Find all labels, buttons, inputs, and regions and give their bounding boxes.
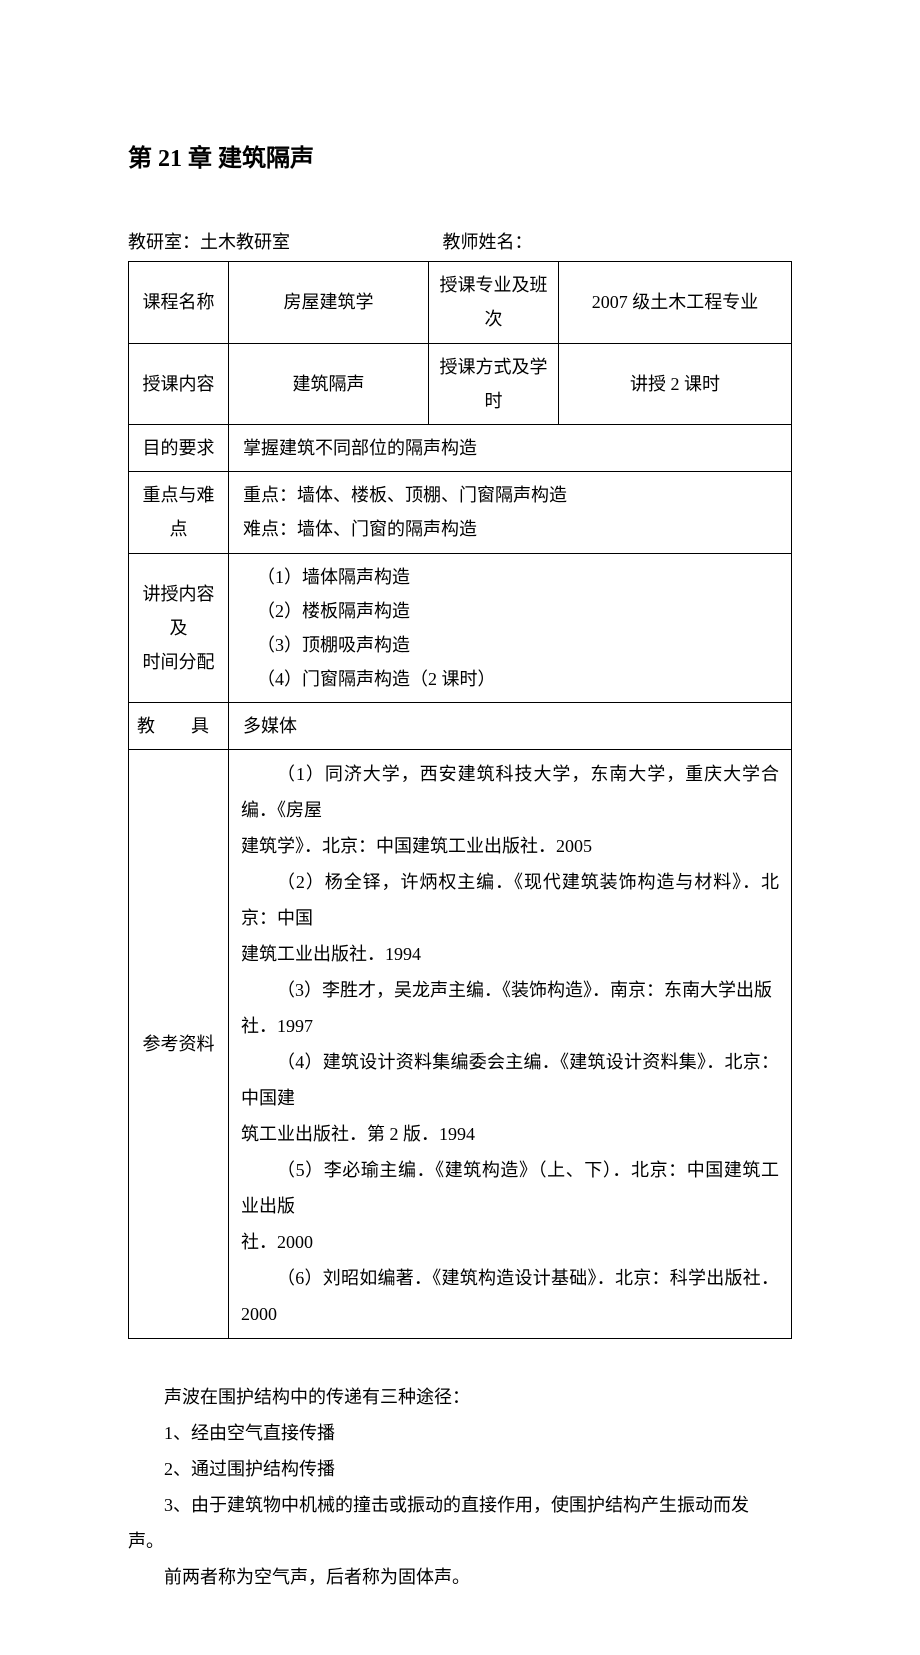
- table-row: 教具 多媒体: [129, 703, 792, 750]
- tool-label-text: 教具: [137, 716, 245, 736]
- body-paragraph: 3、由于建筑物中机械的撞击或振动的直接作用，使围护结构产生振动而发: [128, 1487, 792, 1523]
- table-row: 重点与难点 重点：墙体、楼板、顶棚、门窗隔声构造 难点：墙体、门窗的隔声构造: [129, 472, 792, 553]
- table-row: 参考资料 （1）同济大学，西安建筑科技大学，东南大学，重庆大学合编．《房屋 建筑…: [129, 750, 792, 1339]
- tool-value: 多媒体: [229, 703, 792, 750]
- keypoints-line: 难点：墙体、门窗的隔声构造: [243, 512, 783, 546]
- body-paragraph: 1、经由空气直接传播: [128, 1415, 792, 1451]
- content-value: 建筑隔声: [229, 343, 429, 424]
- meta-line: 教研室：土木教研室 教师姓名：: [128, 228, 792, 257]
- purpose-value: 掌握建筑不同部位的隔声构造: [229, 424, 792, 471]
- course-name-value: 房屋建筑学: [229, 262, 429, 343]
- dept-value: 土木教研室: [200, 232, 290, 252]
- ref-item-cont: 社．2000: [241, 1224, 779, 1260]
- keypoints-value: 重点：墙体、楼板、顶棚、门窗隔声构造 难点：墙体、门窗的隔声构造: [229, 472, 792, 553]
- ref-item-cont: 社．1997: [241, 1008, 779, 1044]
- teach-content: （1）墙体隔声构造 （2）楼板隔声构造 （3）顶棚吸声构造 （4）门窗隔声构造（…: [229, 553, 792, 703]
- table-row: 目的要求 掌握建筑不同部位的隔声构造: [129, 424, 792, 471]
- dept-label: 教研室：: [128, 232, 200, 252]
- teach-item: （3）顶棚吸声构造: [257, 628, 783, 662]
- ref-item: （1）同济大学，西安建筑科技大学，东南大学，重庆大学合编．《房屋: [241, 756, 779, 828]
- lesson-plan-table: 课程名称 房屋建筑学 授课专业及班次 2007 级土木工程专业 授课内容 建筑隔…: [128, 261, 792, 1339]
- ref-item: （6）刘昭如编著．《建筑构造设计基础》．北京：科学出版社．2000: [241, 1260, 779, 1332]
- teach-label-line: 及: [137, 611, 220, 645]
- ref-item: （5）李必瑜主编．《建筑构造》（上、下）．北京：中国建筑工业出版: [241, 1152, 779, 1224]
- table-row: 授课内容 建筑隔声 授课方式及学时 讲授 2 课时: [129, 343, 792, 424]
- ref-item-cont: 筑工业出版社．第 2 版．1994: [241, 1116, 779, 1152]
- major-label: 授课专业及班次: [429, 262, 559, 343]
- teach-label-line: 讲授内容: [137, 577, 220, 611]
- body-paragraph: 声。: [128, 1523, 792, 1559]
- body-paragraph: 前两者称为空气声，后者称为固体声。: [128, 1559, 792, 1595]
- tool-label: 教具: [129, 703, 229, 750]
- ref-content: （1）同济大学，西安建筑科技大学，东南大学，重庆大学合编．《房屋 建筑学》．北京…: [229, 750, 792, 1339]
- table-row: 课程名称 房屋建筑学 授课专业及班次 2007 级土木工程专业: [129, 262, 792, 343]
- teach-label: 讲授内容 及 时间分配: [129, 553, 229, 703]
- body-text: 声波在围护结构中的传递有三种途径： 1、经由空气直接传播 2、通过围护结构传播 …: [128, 1379, 792, 1595]
- course-name-label: 课程名称: [129, 262, 229, 343]
- purpose-label: 目的要求: [129, 424, 229, 471]
- ref-item: （2）杨全铎，许炳权主编．《现代建筑装饰构造与材料》．北京：中国: [241, 864, 779, 936]
- table-row: 讲授内容 及 时间分配 （1）墙体隔声构造 （2）楼板隔声构造 （3）顶棚吸声构…: [129, 553, 792, 703]
- method-label: 授课方式及学时: [429, 343, 559, 424]
- meta-dept: 教研室：土木教研室: [128, 228, 438, 257]
- teach-item: （2）楼板隔声构造: [257, 594, 783, 628]
- teach-item: （4）门窗隔声构造（2 课时）: [257, 662, 783, 696]
- keypoints-label: 重点与难点: [129, 472, 229, 553]
- body-paragraph: 2、通过围护结构传播: [128, 1451, 792, 1487]
- teach-item: （1）墙体隔声构造: [257, 560, 783, 594]
- ref-item-cont: 建筑工业出版社．1994: [241, 936, 779, 972]
- teacher-label: 教师姓名：: [443, 232, 533, 252]
- chapter-title: 第 21 章 建筑隔声: [128, 140, 792, 178]
- teach-label-line: 时间分配: [137, 645, 220, 679]
- ref-item-cont: 建筑学》．北京：中国建筑工业出版社．2005: [241, 828, 779, 864]
- ref-label: 参考资料: [129, 750, 229, 1339]
- meta-teacher: 教师姓名：: [443, 228, 533, 257]
- major-value: 2007 级土木工程专业: [559, 262, 792, 343]
- ref-item: （4）建筑设计资料集编委会主编．《建筑设计资料集》．北京：中国建: [241, 1044, 779, 1116]
- content-label: 授课内容: [129, 343, 229, 424]
- body-paragraph: 声波在围护结构中的传递有三种途径：: [128, 1379, 792, 1415]
- ref-item: （3）李胜才，吴龙声主编．《装饰构造》．南京：东南大学出版: [241, 972, 779, 1008]
- method-value: 讲授 2 课时: [559, 343, 792, 424]
- keypoints-line: 重点：墙体、楼板、顶棚、门窗隔声构造: [243, 478, 783, 512]
